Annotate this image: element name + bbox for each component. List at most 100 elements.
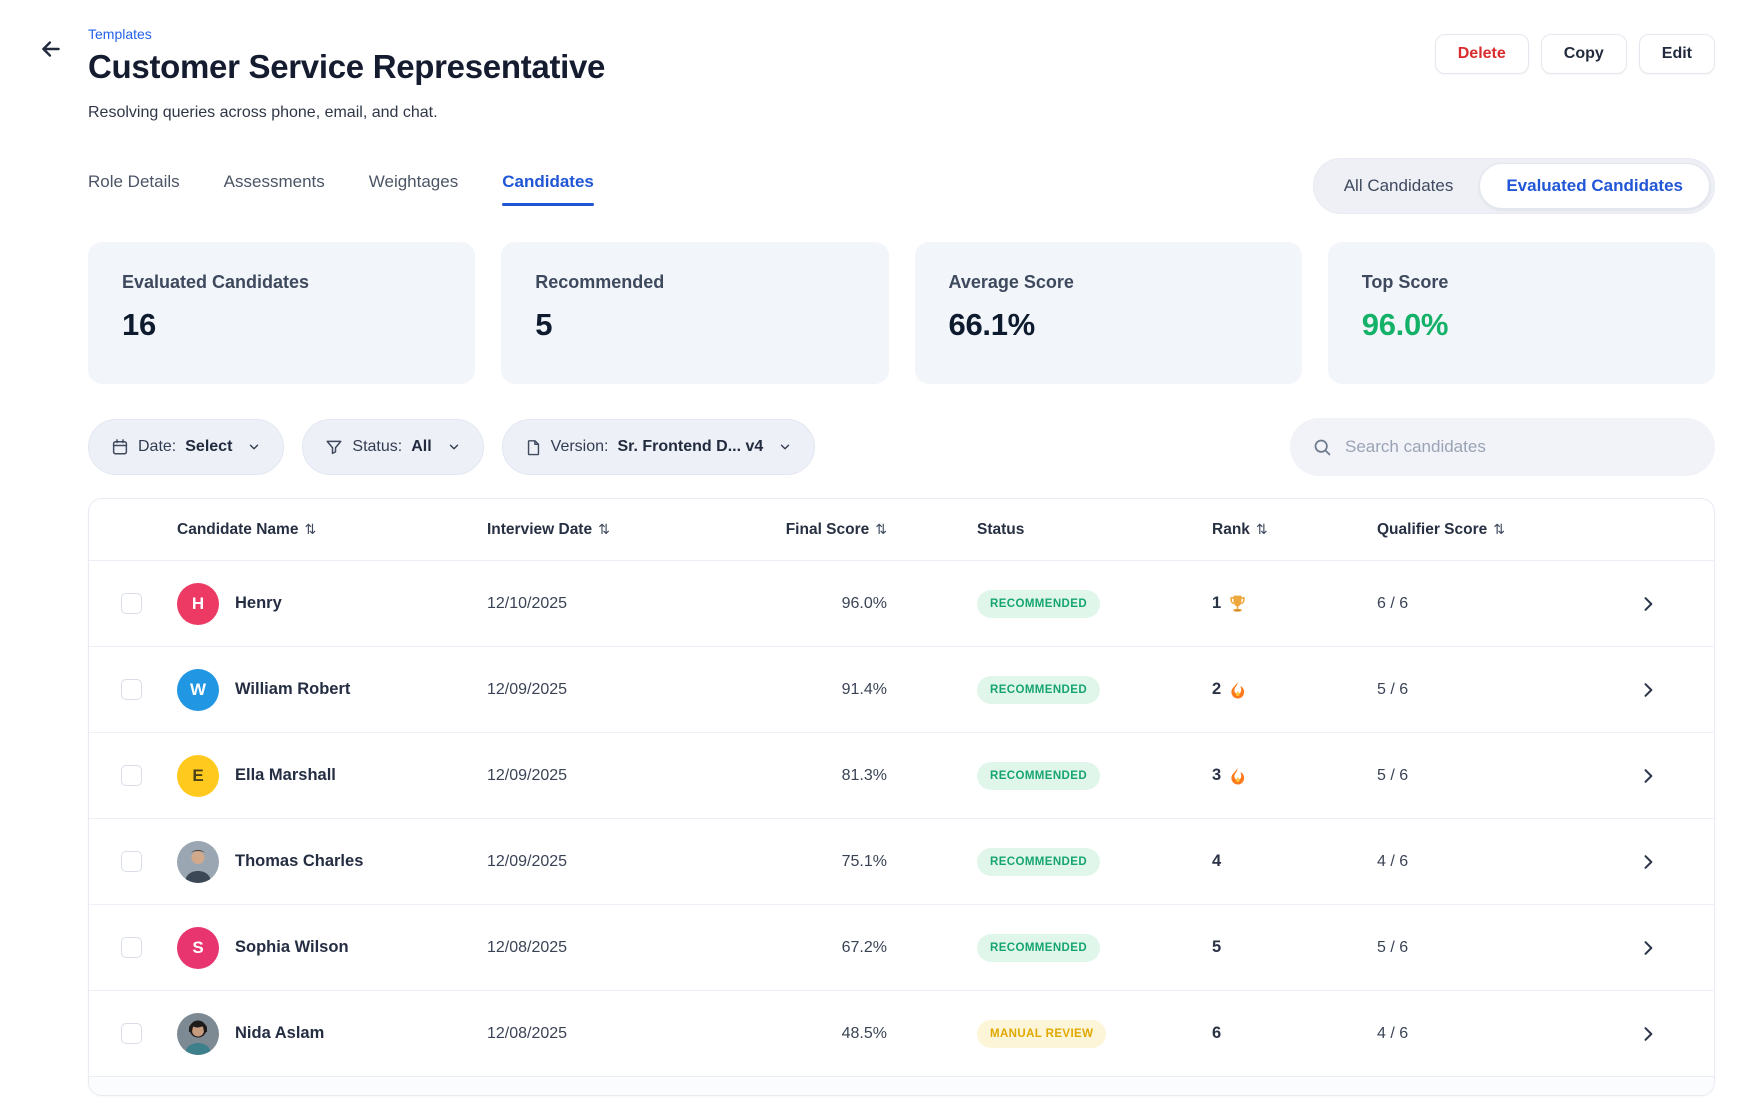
row-open-button[interactable] [1638,1024,1658,1044]
fire-icon [1228,681,1246,699]
final-score: 48.5% [737,1025,887,1043]
table-row[interactable]: H Henry 12/10/2025 96.0% RECOMMENDED 1 6… [89,561,1714,647]
table-row[interactable]: E Ella Marshall 12/09/2025 81.3% RECOMME… [89,733,1714,819]
candidate-name: Ella Marshall [235,766,336,785]
avatar-initial: S [177,927,219,969]
interview-date: 12/09/2025 [487,767,737,785]
status-badge: MANUAL REVIEW [977,1020,1106,1048]
qualifier-score: 5 / 6 [1377,767,1612,785]
chevron-down-icon [447,440,461,454]
page-title: Customer Service Representative [88,48,605,86]
back-button[interactable] [34,32,68,66]
stat-label: Top Score [1362,272,1681,293]
row-checkbox[interactable] [121,937,142,958]
candidate-name: William Robert [235,680,350,699]
stat-label: Recommended [535,272,854,293]
search-input[interactable] [1345,437,1693,457]
stat-label: Evaluated Candidates [122,272,441,293]
row-open-button[interactable] [1638,852,1658,872]
interview-date: 12/09/2025 [487,681,737,699]
stat-label: Average Score [949,272,1268,293]
chevron-right-icon [1638,680,1658,700]
stat-value: 96.0% [1362,307,1681,343]
edit-button[interactable]: Edit [1639,34,1715,74]
row-open-button[interactable] [1638,938,1658,958]
status-filter-value: All [411,438,431,456]
chevron-down-icon [247,440,261,454]
toggle-all-candidates[interactable]: All Candidates [1318,163,1480,209]
stat-card-evaluated-candidates: Evaluated Candidates 16 [88,242,475,384]
sort-icon: ⇅ [875,521,887,538]
back-arrow-icon [38,36,64,62]
row-checkbox[interactable] [121,851,142,872]
version-filter-value: Sr. Frontend D... v4 [617,438,763,456]
version-filter-label: Version: [551,438,609,456]
final-score: 91.4% [737,681,887,699]
status-badge: RECOMMENDED [977,590,1100,618]
table-row[interactable]: S Sophia Wilson 12/08/2025 67.2% RECOMME… [89,905,1714,991]
avatar-initial: E [177,755,219,797]
qualifier-score: 5 / 6 [1377,681,1612,699]
final-score: 96.0% [737,595,887,613]
row-checkbox[interactable] [121,679,142,700]
stat-value: 5 [535,307,854,343]
candidate-name: Thomas Charles [235,852,363,871]
chevron-right-icon [1638,1024,1658,1044]
fire-icon [1228,767,1246,785]
tab-assessments[interactable]: Assessments [224,166,325,206]
stat-card-top-score: Top Score 96.0% [1328,242,1715,384]
candidates-view-toggle: All CandidatesEvaluated Candidates [1313,158,1715,214]
final-score: 81.3% [737,767,887,785]
sort-icon: ⇅ [598,521,610,538]
tab-candidates[interactable]: Candidates [502,166,594,206]
interview-date: 12/09/2025 [487,853,737,871]
stat-value: 16 [122,307,441,343]
interview-date: 12/08/2025 [487,1025,737,1043]
date-filter[interactable]: Date: Select [88,419,284,475]
candidates-table: Candidate Name⇅ Interview Date⇅ Final Sc… [88,498,1715,1096]
tab-role-details[interactable]: Role Details [88,166,180,206]
avatar-photo [177,1013,219,1055]
tab-bar: Role Details Assessments Weightages Candida… [88,166,594,206]
column-header-qualifier-score[interactable]: Qualifier Score⇅ [1377,521,1612,539]
table-row[interactable]: W William Robert 12/09/2025 91.4% RECOMM… [89,647,1714,733]
sort-icon: ⇅ [1493,521,1505,538]
candidate-name: Henry [235,594,282,613]
chevron-right-icon [1638,852,1658,872]
stat-cards: Evaluated Candidates 16 Recommended 5 Averag… [88,242,1715,384]
status-badge: RECOMMENDED [977,762,1100,790]
status-badge: RECOMMENDED [977,934,1100,962]
version-filter[interactable]: Version: Sr. Frontend D... v4 [502,419,816,475]
final-score: 75.1% [737,853,887,871]
row-checkbox[interactable] [121,765,142,786]
tab-weightages[interactable]: Weightages [369,166,458,206]
stat-value: 66.1% [949,307,1268,343]
row-checkbox[interactable] [121,593,142,614]
row-open-button[interactable] [1638,766,1658,786]
column-header-rank[interactable]: Rank⇅ [1212,521,1377,539]
column-header-final-score[interactable]: Final Score⇅ [737,521,887,539]
status-badge: RECOMMENDED [977,676,1100,704]
stat-card-recommended: Recommended 5 [501,242,888,384]
column-header-candidate-name[interactable]: Candidate Name⇅ [177,521,487,539]
row-open-button[interactable] [1638,594,1658,614]
rank-value: 4 [1212,852,1221,871]
table-row[interactable]: Thomas Charles 12/09/2025 75.1% RECOMMEN… [89,819,1714,905]
chevron-right-icon [1638,766,1658,786]
breadcrumb[interactable]: Templates [88,26,152,42]
status-filter[interactable]: Status: All [302,419,483,475]
column-header-interview-date[interactable]: Interview Date⇅ [487,521,737,539]
row-open-button[interactable] [1638,680,1658,700]
column-header-status: Status [977,521,1212,539]
rank-value: 2 [1212,680,1221,699]
rank-value: 1 [1212,594,1221,613]
toggle-evaluated-candidates[interactable]: Evaluated Candidates [1479,163,1710,209]
copy-button[interactable]: Copy [1541,34,1627,74]
page-subtitle: Resolving queries across phone, email, a… [88,104,605,122]
delete-button[interactable]: Delete [1435,34,1529,74]
table-row[interactable]: Nida Aslam 12/08/2025 48.5% MANUAL REVIE… [89,991,1714,1077]
candidate-name: Nida Aslam [235,1024,324,1043]
interview-date: 12/10/2025 [487,595,737,613]
row-checkbox[interactable] [121,1023,142,1044]
interview-date: 12/08/2025 [487,939,737,957]
